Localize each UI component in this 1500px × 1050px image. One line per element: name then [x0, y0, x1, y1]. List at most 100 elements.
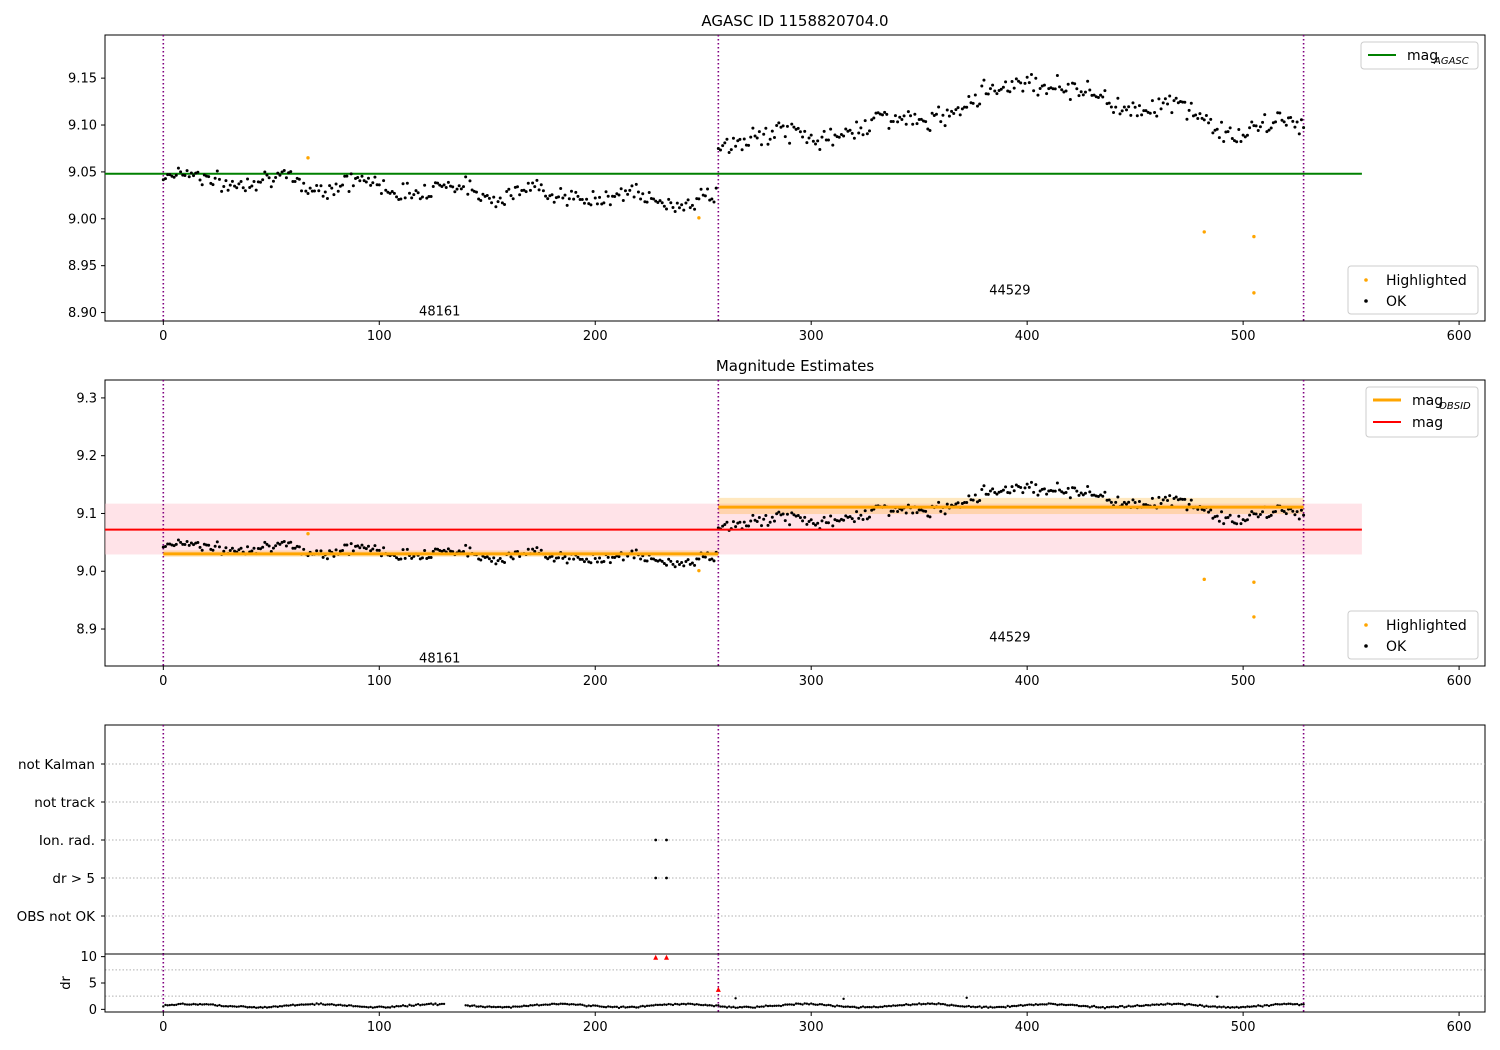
dr-point [831, 1004, 834, 1008]
dr-point [946, 1004, 949, 1007]
ok-point [511, 197, 515, 201]
ok-point [783, 519, 787, 523]
ok-point [261, 545, 265, 549]
dr-point [861, 1005, 865, 1008]
ok-point [531, 547, 535, 551]
ok-point [515, 185, 519, 189]
dr-point [499, 1005, 502, 1009]
legend-marker-highlighted [1364, 278, 1368, 282]
ok-point [250, 184, 254, 188]
ok-point [444, 185, 448, 189]
panel-0-frame [104, 34, 1486, 322]
dr-point [224, 1004, 228, 1008]
dr-point [343, 1004, 346, 1007]
dr-point [1064, 1003, 1068, 1007]
ok-point [328, 549, 332, 553]
dr-point [691, 1002, 694, 1006]
ok-point [861, 517, 865, 521]
ok-point [1114, 500, 1118, 504]
dr-point [172, 1003, 176, 1007]
dr-point [840, 1005, 843, 1008]
dr-point [1017, 1004, 1020, 1007]
ok-point [410, 556, 414, 560]
ok-point [343, 174, 347, 178]
dr-point [1174, 1002, 1178, 1006]
ok-point [891, 509, 895, 513]
plot-layer: 0 100 200 300 400 500 6008.908.959.009.059.109… [17, 34, 1486, 1035]
ok-point [960, 107, 964, 111]
dr-point [1129, 1005, 1133, 1008]
ok-point [973, 93, 977, 97]
dr-point [408, 1003, 411, 1007]
dr-point [939, 1002, 942, 1006]
ok-point [619, 187, 623, 191]
ok-point [213, 544, 217, 548]
legend-marker-ok [1364, 644, 1368, 648]
dr-point [1295, 1002, 1299, 1006]
dr-point [1069, 1003, 1072, 1007]
ok-point [243, 189, 247, 193]
dr-point [196, 1003, 200, 1006]
ok-point [1235, 522, 1239, 526]
ok-point [423, 183, 427, 187]
dr-point [1043, 1003, 1046, 1006]
ok-point [865, 132, 869, 136]
ok-point [1036, 93, 1040, 97]
ok-point [1274, 120, 1278, 124]
ok-point [282, 169, 286, 173]
ok-point [1230, 137, 1234, 141]
ok-point [192, 174, 196, 178]
y-tick-label: 9.15 [68, 72, 97, 87]
dr-point [1187, 1002, 1191, 1006]
flag-category-label: OBS not OK [17, 909, 97, 925]
dr-point [162, 1005, 165, 1008]
ok-point [539, 183, 543, 187]
dr-point [1058, 1003, 1061, 1006]
ok-point [764, 513, 768, 517]
dr-point [1157, 1003, 1161, 1007]
dr-point [1168, 1002, 1171, 1006]
dr-point [548, 1003, 552, 1006]
ok-point [1150, 496, 1154, 500]
ok-point [626, 192, 630, 196]
ok-point [515, 550, 519, 554]
ok-point [1189, 101, 1193, 105]
dr-point [959, 1005, 962, 1008]
ok-point [507, 187, 511, 191]
ok-point [975, 500, 979, 504]
dr-point [527, 1004, 530, 1008]
ok-point [805, 141, 809, 145]
ok-point [373, 175, 377, 179]
ok-point [569, 189, 573, 193]
ok-point [1248, 513, 1252, 517]
ok-point [490, 559, 494, 563]
ok-point [1265, 130, 1269, 134]
ok-point [1081, 493, 1085, 497]
dr-point [730, 1006, 733, 1009]
ok-point [241, 186, 245, 190]
ok-point [963, 500, 967, 504]
ok-point [412, 554, 416, 558]
ok-point [982, 484, 986, 488]
dr-point [425, 1003, 428, 1006]
ok-point [459, 187, 463, 191]
ok-point [991, 487, 995, 491]
dr-point [879, 1005, 882, 1008]
dr-point [827, 1003, 830, 1007]
dr-point [892, 1004, 895, 1007]
ok-point [371, 181, 375, 185]
dr-point [1019, 1003, 1022, 1007]
ok-point [492, 195, 496, 199]
ok-point [647, 191, 651, 195]
dr-point [317, 1003, 321, 1006]
ok-point [1096, 96, 1100, 100]
dr-point [287, 1004, 290, 1007]
ok-point [775, 512, 779, 516]
dr-point [606, 1005, 610, 1008]
dr-point [490, 1005, 493, 1009]
dr-point [559, 1002, 562, 1005]
ok-point [541, 189, 545, 193]
ok-point [781, 124, 785, 128]
ok-point [1083, 90, 1087, 94]
dr-point [293, 1004, 297, 1007]
